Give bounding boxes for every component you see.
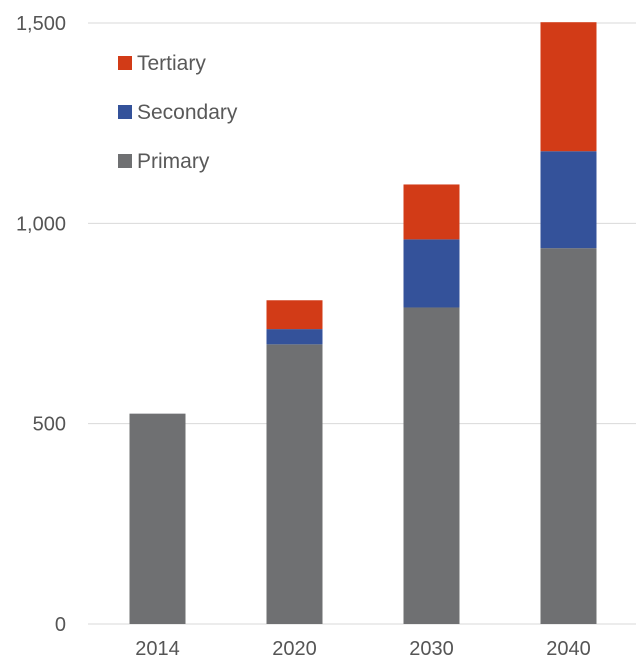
legend: Tertiary Secondary Primary: [118, 52, 238, 173]
legend-swatch-primary: [118, 154, 132, 168]
y-tick-label: 0: [55, 614, 66, 636]
bar-primary-2030: [403, 307, 460, 624]
legend-label-tertiary: Tertiary: [137, 52, 206, 75]
bar-secondary-2030: [403, 239, 460, 308]
y-tick-label: 1,000: [16, 213, 66, 235]
y-axis-ticks: 0 500 1,000 1,500: [16, 13, 66, 636]
x-tick-label: 2014: [135, 638, 180, 660]
bar-primary-2014: [129, 413, 186, 624]
y-tick-label: 500: [33, 414, 66, 436]
bars: [129, 22, 597, 624]
bar-tertiary-2020: [266, 300, 323, 330]
legend-swatch-secondary: [118, 105, 132, 119]
bar-primary-2040: [540, 248, 597, 624]
x-tick-label: 2020: [272, 638, 317, 660]
bar-primary-2020: [266, 344, 323, 624]
x-axis-ticks: 2014 2020 2030 2040: [135, 638, 591, 660]
legend-label-primary: Primary: [137, 150, 210, 173]
bar-tertiary-2040: [540, 22, 597, 152]
bar-secondary-2040: [540, 151, 597, 249]
legend-swatch-tertiary: [118, 56, 132, 70]
y-tick-label: 1,500: [16, 13, 66, 35]
bar-secondary-2020: [266, 329, 323, 345]
bar-tertiary-2030: [403, 184, 460, 240]
x-tick-label: 2030: [409, 638, 454, 660]
x-tick-label: 2040: [546, 638, 591, 660]
legend-label-secondary: Secondary: [137, 101, 238, 124]
